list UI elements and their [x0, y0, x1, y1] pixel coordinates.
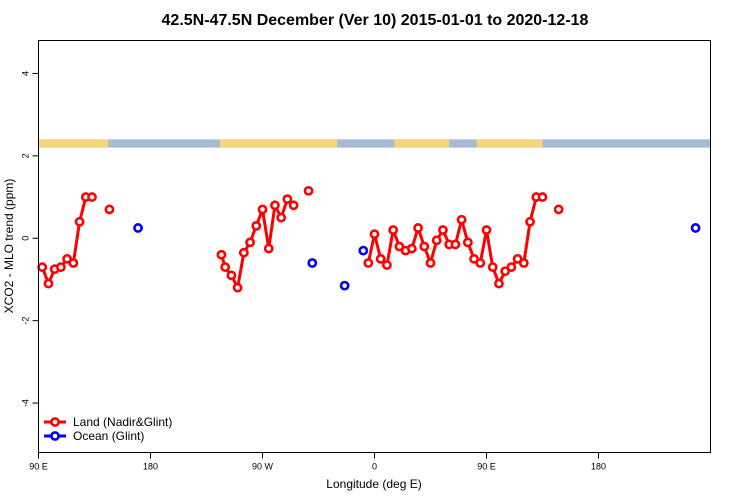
land-point [450, 239, 461, 250]
y-tick-label: -4 [21, 399, 31, 407]
y-tick-label: 0 [21, 236, 31, 241]
land-point [245, 237, 255, 248]
land-point [74, 216, 85, 227]
x-tick-label: 90 E [29, 462, 48, 472]
legend-entry-label: Ocean (Glint) [73, 429, 144, 443]
series-segment [385, 229, 395, 266]
land-point [216, 249, 227, 260]
ocean-point [133, 223, 143, 233]
legend: Land (Nadir&Glint)Ocean (Glint) [44, 415, 172, 443]
land-point [288, 200, 299, 211]
land-point [369, 229, 380, 240]
ocean-point [339, 280, 350, 291]
series-segment [478, 229, 488, 264]
surface-type-strip [38, 139, 711, 148]
land-point [518, 258, 529, 268]
land-point [419, 241, 430, 252]
y-axis-label: XCO2 - MLO trend (ppm) [2, 179, 16, 314]
land-point [276, 212, 287, 223]
land-point [475, 258, 486, 268]
land-point [481, 225, 492, 235]
land-point [413, 223, 423, 233]
land-point [487, 262, 498, 272]
legend-entry-label: Land (Nadir&Glint) [73, 415, 172, 429]
x-axis-label: Longitude (deg E) [326, 477, 421, 491]
series-segment [71, 221, 82, 264]
land-point [425, 258, 436, 268]
land-point [68, 258, 79, 268]
land-strip-segment [220, 139, 338, 148]
chart-title: 42.5N-47.5N December (Ver 10) 2015-01-01… [162, 12, 589, 29]
land-strip-segment [104, 139, 109, 148]
land-point [251, 220, 262, 231]
ocean-strip [38, 139, 711, 148]
land-point [382, 260, 392, 270]
land-point [388, 225, 399, 235]
land-point [506, 262, 517, 272]
legend-swatch-point [50, 431, 60, 441]
land-point [220, 262, 231, 272]
land-point [257, 204, 268, 215]
land-point [56, 262, 66, 272]
plot-frame [38, 40, 711, 453]
land-point [87, 192, 97, 202]
land-point [438, 225, 448, 235]
land-point [303, 185, 314, 196]
land-point [37, 262, 48, 272]
land-point [375, 253, 386, 264]
land-point [226, 270, 237, 281]
y-tick-label: -2 [21, 317, 31, 325]
x-tick-label: 180 [143, 462, 158, 472]
land-point [282, 194, 293, 205]
series-points [37, 185, 701, 293]
ocean-point [690, 223, 701, 233]
land-point [43, 278, 54, 289]
land-strip-segment [394, 139, 450, 148]
land-point [363, 258, 374, 268]
x-tick-label: 90 E [477, 462, 496, 472]
series-segment [366, 233, 376, 264]
x-axis: 90 E 180 90 W 0 90 E 180 [29, 452, 606, 472]
land-point [238, 247, 249, 258]
land-point [263, 243, 274, 254]
land-strip-segment [38, 139, 105, 148]
land-point [431, 235, 442, 246]
series-segment [485, 229, 495, 268]
land-point [406, 243, 417, 254]
series-segment [522, 221, 532, 264]
series-segment [236, 252, 246, 288]
land-strip-segment [476, 139, 539, 148]
land-point [270, 200, 280, 211]
ocean-point [307, 258, 318, 268]
ocean-point [358, 245, 369, 256]
y-axis: -4 -2 0 2 4 [21, 71, 39, 407]
land-point [104, 204, 115, 215]
land-point [553, 204, 564, 215]
land-point [537, 192, 548, 202]
x-tick-label: 90 W [252, 462, 274, 472]
land-point [456, 214, 467, 225]
legend-swatch-point [50, 417, 60, 427]
y-tick-label: 2 [21, 153, 31, 158]
series-segment [261, 209, 271, 249]
land-point [525, 216, 535, 227]
series-segment [267, 205, 277, 249]
land-point [232, 282, 243, 293]
land-point [494, 278, 504, 289]
y-tick-label: 4 [21, 71, 31, 76]
x-tick-label: 0 [372, 462, 377, 472]
land-point [462, 237, 473, 248]
land-strip-segment [538, 139, 543, 148]
x-tick-label: 180 [591, 462, 606, 472]
